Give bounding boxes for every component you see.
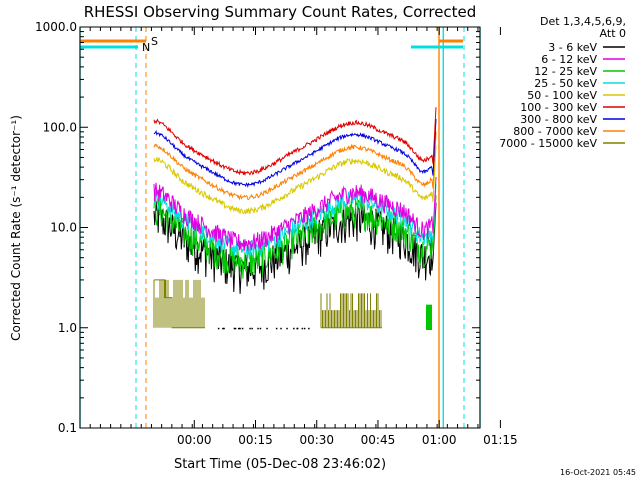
footer-date: 16-Oct-2021 05:45 — [560, 468, 636, 477]
sparse-point — [259, 327, 262, 330]
legend-label: 6 - 12 keV — [541, 53, 597, 66]
chart-title: RHESSI Observing Summary Count Rates, Co… — [84, 3, 477, 21]
legend-label: 12 - 25 keV — [534, 65, 597, 78]
sparse-point — [280, 327, 282, 330]
sparse-point — [251, 327, 253, 330]
plot-area: SN — [79, 27, 481, 428]
series-line-800_7000keV — [153, 131, 437, 201]
sparse-point — [222, 327, 224, 330]
x-tick-label: 00:45 — [361, 433, 396, 447]
series-line-100_300keV — [153, 107, 437, 176]
sparse-point — [293, 327, 295, 330]
legend-label: 800 - 7000 keV — [513, 125, 597, 138]
sparse-point — [249, 327, 251, 330]
series-line-7000_15000keV — [153, 279, 382, 329]
sparse-point — [238, 327, 240, 330]
y-axis-label: Corrected Count Rate (s⁻¹ detector⁻¹) — [9, 115, 23, 341]
chart-labels: 0.1 1.0 10.0 100.0 1000.0 00:00 00:15 00:30 00:4… — [9, 3, 636, 477]
saa-flag-label: S — [151, 35, 158, 48]
series-line-12_25keV — [153, 195, 437, 279]
x-tick-label: 00:15 — [238, 433, 273, 447]
series-line-6_12keV — [153, 176, 437, 252]
sparse-point — [296, 327, 298, 330]
x-tick-label: 00:30 — [299, 433, 334, 447]
x-tick-label: 01:15 — [483, 433, 518, 447]
y-tick-label: 1000.0 — [35, 20, 77, 34]
x-tick-label: 00:00 — [177, 433, 212, 447]
legend-label: 300 - 800 keV — [520, 113, 597, 126]
sparse-point — [241, 327, 244, 330]
sparse-point — [233, 327, 236, 330]
legend-header: Det 1,3,4,5,6,9, — [540, 15, 626, 28]
sparse-point — [234, 327, 237, 330]
sparse-point — [275, 327, 278, 330]
series-line-50_100keV — [153, 145, 437, 215]
legend-label: 25 - 50 keV — [534, 77, 597, 90]
legend-label: 3 - 6 keV — [548, 41, 597, 54]
legend-label: 100 - 300 keV — [520, 101, 597, 114]
series-line-300_800keV — [153, 118, 437, 189]
legend-label: 7000 - 15000 keV — [499, 137, 597, 150]
x-tick-label: 01:00 — [422, 433, 457, 447]
series-line-25_50keV — [153, 183, 437, 259]
sparse-point — [286, 327, 288, 330]
sparse-point — [257, 327, 259, 330]
y-tick-label: 0.1 — [58, 421, 77, 435]
x-axis-label: Start Time (05-Dec-08 23:46:02) — [174, 457, 386, 472]
final-interval-fill — [426, 304, 432, 330]
sparse-point — [266, 327, 268, 330]
sparse-point — [308, 327, 310, 330]
axes — [79, 26, 501, 429]
y-tick-label: 1.0 — [58, 321, 77, 335]
sparse-point — [239, 327, 241, 330]
y-tick-label: 100.0 — [43, 120, 77, 134]
legend-label: 50 - 100 keV — [527, 89, 597, 102]
sparse-point — [223, 327, 225, 330]
sparse-point — [301, 327, 304, 330]
legend-header: Att 0 — [600, 27, 626, 40]
night-flag-label: N — [142, 41, 150, 54]
sparse-point — [217, 327, 220, 330]
y-tick-label: 10.0 — [50, 221, 77, 235]
sparse-point — [303, 327, 306, 330]
